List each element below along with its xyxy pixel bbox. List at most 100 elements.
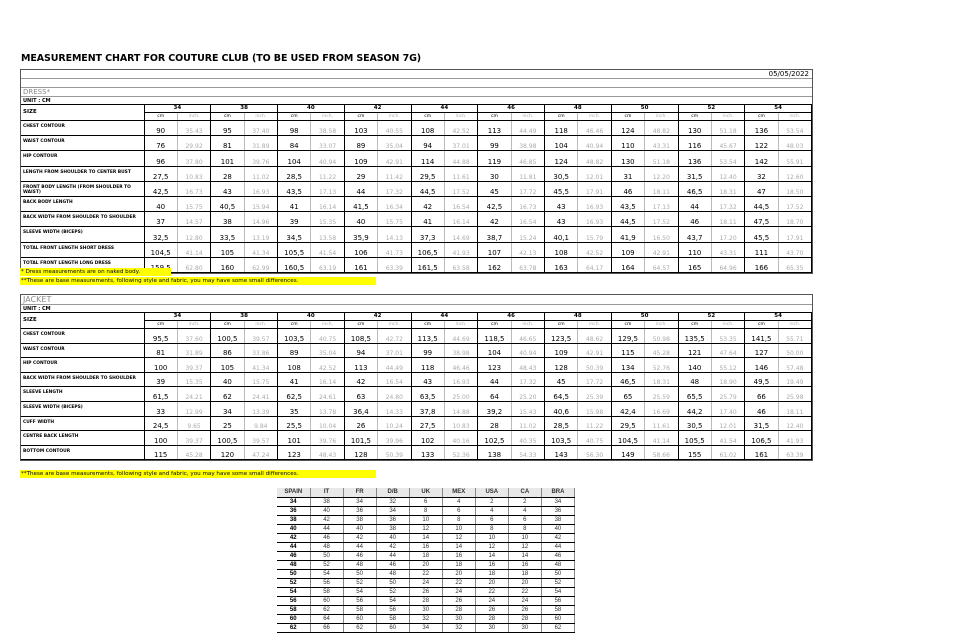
inch-value: 15.98	[577, 401, 612, 417]
cm-value: 62	[210, 386, 245, 402]
inch-value: 40.94	[310, 150, 345, 167]
cm-value: 124	[544, 150, 579, 167]
inch-value: 18.70	[778, 211, 813, 228]
cm-value: 42,5	[477, 196, 512, 213]
cm-value: 141,5	[744, 328, 779, 344]
size-38-header: 38	[210, 105, 278, 113]
conversion-cell: 34	[343, 497, 377, 507]
inch-value: 12.60	[778, 166, 813, 182]
cm-value: 32	[744, 166, 779, 182]
cm-value: 41,5	[344, 196, 379, 213]
conversion-cell: 44	[541, 542, 576, 552]
cm-value: 128	[344, 445, 379, 461]
inch-value: 12.20	[644, 166, 679, 182]
cm-value: 166	[744, 257, 779, 273]
cm-value: 100	[144, 357, 178, 373]
conversion-cell: 54	[343, 587, 377, 597]
conversion-cell: 62	[541, 623, 576, 633]
conversion-cell: 12	[409, 524, 443, 534]
jacket-note-base: **These are base measurements, following…	[20, 470, 376, 478]
inch-value: 11.81	[511, 166, 546, 182]
inch-value: 46.46	[577, 120, 612, 137]
cm-value: 41	[277, 196, 312, 213]
cm-value: 129,5	[611, 328, 646, 344]
measurement-label: SLEEVE WIDTH (BICEPS)	[21, 401, 145, 417]
cm-unit-header: cm	[744, 320, 779, 329]
cm-value: 28	[477, 416, 512, 432]
inch-value: 25.39	[577, 386, 612, 402]
conversion-cell: 66	[310, 623, 344, 633]
inch-value: 43.31	[644, 135, 679, 152]
inch-value: 41.14	[644, 430, 679, 446]
cm-value: 35,9	[344, 226, 379, 243]
inch-value: 10.83	[444, 416, 479, 432]
inch-value: 17.40	[711, 401, 746, 417]
cm-unit-header: cm	[210, 112, 245, 121]
inch-value: 43.31	[711, 242, 746, 258]
inch-value: 44.69	[444, 328, 479, 344]
inch-value: 14.69	[444, 226, 479, 243]
inch-value: 18.31	[644, 372, 679, 388]
cm-value: 121	[678, 343, 712, 359]
inch-value: 58.66	[644, 445, 679, 461]
cm-value: 89	[277, 343, 312, 359]
cm-value: 84	[277, 135, 312, 152]
measurement-label: HIP CONTOUR	[21, 357, 145, 373]
inch-value: 12.01	[577, 166, 612, 182]
cm-value: 43	[210, 181, 245, 197]
measurement-label: CUFF WIDTH	[21, 416, 145, 432]
measurement-label: BOTTOM CONTOUR	[21, 445, 145, 461]
inch-value: 15.94	[244, 196, 279, 213]
conversion-cell: 56	[277, 596, 311, 606]
inch-value: 41.54	[310, 242, 345, 258]
jacket-table: SIZE 34 38 40 42 44 46 48 50 52 54 cm inch. cm inch. cm…	[21, 313, 813, 461]
conversion-cell: 20	[475, 578, 509, 588]
inch-value: 25.98	[778, 386, 813, 402]
cm-value: 111	[744, 242, 779, 258]
cm-value: 63	[344, 386, 379, 402]
inch-value: 11.02	[511, 416, 546, 432]
conversion-cell: 54	[310, 569, 344, 579]
cm-value: 28,5	[277, 166, 312, 182]
inch-value: 15.79	[577, 226, 612, 243]
cm-value: 45,5	[744, 226, 779, 243]
inch-value: 18.31	[711, 181, 746, 197]
size-34-header: 34	[144, 105, 212, 113]
conversion-cell: 16	[409, 542, 443, 552]
cm-value: 94	[411, 135, 445, 152]
conversion-cell: 34	[409, 623, 443, 633]
conversion-cell: 46	[310, 533, 344, 543]
inch-value: 38.98	[444, 343, 479, 359]
inch-value: 16.93	[444, 372, 479, 388]
size-34-header: 34	[144, 313, 212, 321]
inch-value: 25.00	[444, 386, 479, 402]
conversion-cell: 34	[277, 497, 311, 507]
measurement-row: HIP CONTOUR 100 39.37 105 41.34 108 42.52 113 44…	[21, 357, 813, 373]
measurement-label: CENTRE BACK LENGTH	[21, 430, 145, 446]
conversion-cell: 26	[475, 605, 509, 615]
cm-value: 37,8	[411, 401, 445, 417]
inch-value: 47.24	[244, 445, 279, 461]
inch-value: 17.32	[377, 181, 412, 197]
inch-value: 44.88	[444, 150, 479, 167]
measurement-row: CHEST CONTOUR 95,5 37.60 100,5 39.57 103,5 40.…	[21, 328, 813, 344]
cm-value: 161,5	[411, 257, 445, 273]
conversion-cell: 58	[277, 605, 311, 615]
cm-value: 109	[611, 242, 646, 258]
measurement-label: WAIST CONTOUR	[21, 343, 145, 359]
conversion-cell: 44	[277, 542, 311, 552]
conversion-cell: 50	[310, 551, 344, 561]
conversion-cell: 56	[310, 578, 344, 588]
inch-value: 16.69	[644, 401, 679, 417]
inch-value: 39.76	[310, 430, 345, 446]
inch-unit-header: inch.	[377, 112, 412, 121]
cm-value: 30,5	[678, 416, 712, 432]
inch-value: 50.98	[644, 328, 679, 344]
size-44-header: 44	[411, 313, 479, 321]
cm-value: 104	[477, 343, 512, 359]
conversion-cell: 2	[508, 497, 542, 507]
inch-value: 12.99	[177, 401, 212, 417]
dress-section-title: DRESS*	[21, 88, 812, 97]
cm-value: 133	[411, 445, 445, 461]
inch-value: 16.93	[244, 181, 279, 197]
